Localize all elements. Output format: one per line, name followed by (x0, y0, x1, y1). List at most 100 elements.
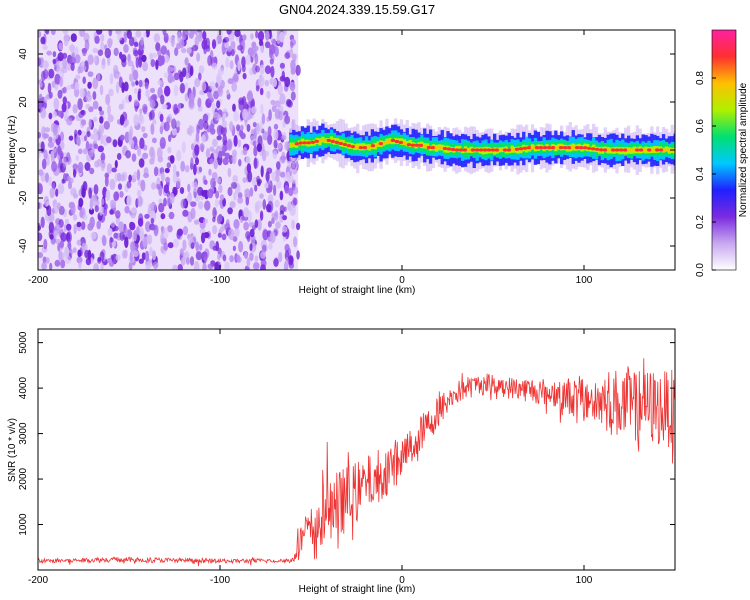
noise-cell (103, 207, 108, 217)
noise-cell (125, 150, 131, 159)
signal-peak (554, 146, 560, 150)
noise-cell (99, 84, 104, 96)
noise-cell (141, 126, 146, 133)
noise-cell (147, 261, 153, 268)
y-tick-label: 0 (18, 147, 29, 153)
noise-cell (68, 181, 72, 190)
spectrogram-y-label: Frequency (Hz) (7, 116, 18, 185)
noise-cell (107, 227, 113, 235)
signal-peak (486, 148, 492, 152)
noise-cell (133, 49, 139, 57)
noise-cell (222, 254, 227, 262)
noise-cell (215, 190, 220, 199)
noise-cell (61, 66, 68, 74)
noise-cell (138, 158, 145, 168)
noise-cell (180, 160, 186, 172)
noise-cell (93, 133, 99, 142)
signal-peak (438, 146, 444, 150)
noise-cell (195, 241, 200, 251)
noise-cell (110, 221, 116, 228)
colorbar-frame (711, 29, 737, 271)
signal-peak (663, 148, 668, 152)
noise-cell (38, 183, 43, 195)
noise-cell (145, 31, 150, 38)
noise-cell (229, 201, 236, 209)
noise-cell (269, 49, 273, 59)
signal-peak (398, 140, 404, 145)
noise-cell (222, 157, 229, 166)
noise-cell (192, 44, 199, 52)
noise-cell (99, 205, 103, 216)
noise-cell (119, 134, 125, 141)
noise-cell (176, 177, 181, 188)
noise-cell (274, 199, 280, 208)
colorbar-tick-label: 0.0 (695, 263, 706, 277)
noise-cell (90, 231, 97, 240)
noise-cell (107, 257, 112, 264)
noise-cell (124, 236, 129, 249)
noise-cell (256, 200, 263, 209)
noise-cell (141, 252, 146, 261)
noise-cell (190, 207, 196, 220)
noise-cell (148, 203, 155, 209)
signal-peak (514, 147, 520, 151)
signal-cell (321, 136, 325, 143)
noise-cell (216, 135, 222, 141)
noise-cell (213, 90, 219, 100)
noise-cell (192, 181, 198, 193)
signal-peak (594, 147, 600, 151)
noise-cell (212, 207, 217, 219)
noise-cell (245, 196, 250, 206)
noise-cell (286, 171, 291, 178)
noise-cell (242, 108, 249, 121)
snr-x-axis: -200 -100 0 100 (28, 329, 593, 586)
noise-cell (109, 209, 114, 215)
spectrogram-y-axis: -40 -20 0 20 40 (18, 48, 675, 253)
signal-peak (655, 148, 660, 152)
noise-cell (40, 36, 46, 45)
snr-line (38, 358, 675, 567)
noise-cell (88, 207, 95, 215)
noise-cell (188, 124, 193, 137)
signal-cell (417, 142, 421, 147)
noise-cell (88, 118, 92, 129)
signal-peak (574, 146, 580, 150)
noise-cell (198, 65, 205, 74)
noise-cell (133, 88, 138, 94)
noise-cell (56, 60, 63, 71)
noise-cell (58, 250, 63, 261)
noise-cell (177, 31, 182, 43)
spectrogram-noise-region (38, 30, 301, 270)
noise-cell (162, 227, 169, 239)
signal-peak (322, 138, 327, 142)
snr-x-label: Height of straight line (km) (299, 584, 416, 595)
noise-cell (264, 41, 271, 49)
noise-cell (296, 222, 301, 231)
snr-series (38, 358, 675, 567)
signal-peak (370, 144, 376, 148)
noise-cell (54, 259, 61, 267)
noise-cell (62, 96, 67, 105)
noise-cell (72, 214, 78, 221)
noise-cell (106, 136, 112, 144)
noise-cell (209, 158, 214, 165)
noise-cell (261, 244, 267, 254)
noise-cell (89, 167, 95, 175)
noise-cell (151, 93, 158, 101)
signal-peak (630, 148, 636, 152)
noise-cell (61, 178, 65, 184)
noise-cell (264, 79, 270, 87)
signal-peak (578, 146, 584, 150)
noise-cell (160, 232, 165, 244)
noise-cell (229, 121, 234, 132)
noise-cell (279, 204, 285, 214)
noise-cell (165, 176, 171, 183)
noise-cell (66, 175, 71, 182)
noise-cell (286, 98, 292, 107)
noise-cell (48, 136, 53, 143)
noise-cell (195, 132, 200, 143)
signal-peak (330, 139, 335, 143)
noise-cell (279, 93, 286, 105)
noise-cell (227, 78, 234, 85)
noise-cell (232, 103, 236, 112)
